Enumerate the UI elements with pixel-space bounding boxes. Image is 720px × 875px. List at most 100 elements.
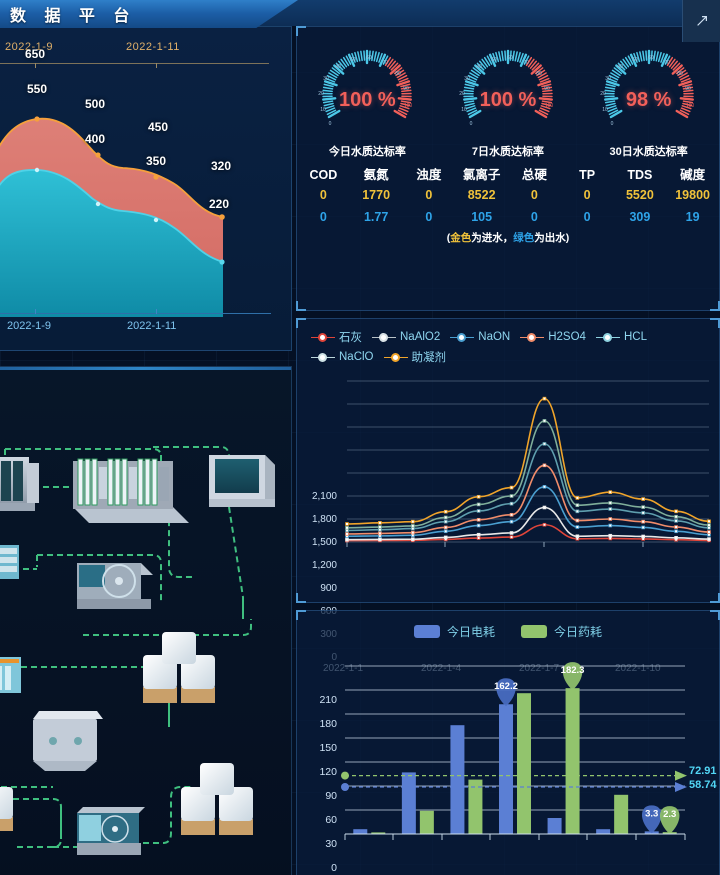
page-title: 数 据 平 台 bbox=[10, 8, 137, 25]
area-data-label: 450 bbox=[148, 120, 169, 134]
line-chart-svg bbox=[345, 380, 711, 547]
legend-label: NaON bbox=[478, 331, 511, 343]
cell: 0 bbox=[583, 210, 591, 225]
legend-item-chemical[interactable]: 今日药耗 bbox=[521, 623, 602, 640]
process-diagram-svg bbox=[0, 446, 275, 855]
svg-text:10: 10 bbox=[602, 107, 608, 113]
area-bottom-tick bbox=[35, 309, 36, 314]
svg-text:100: 100 bbox=[545, 103, 554, 109]
note-suffix: 为出水) bbox=[534, 232, 570, 245]
gauge-scale-labels: 0 10 20 30 40 50 60 70 80 90 100 bbox=[459, 55, 553, 127]
gauge-30day[interactable]: 0 10 20 30 40 50 60 70 80 90 100 98 % 30… bbox=[585, 37, 713, 159]
salt-pallet-group-top bbox=[143, 632, 215, 703]
bar-今日电耗-周六 bbox=[596, 829, 611, 834]
gauge-30day-value: 98 % bbox=[625, 89, 672, 111]
expand-arrow-icon[interactable] bbox=[682, 0, 720, 42]
legend-item-hcl[interactable]: HCL bbox=[595, 329, 647, 345]
area-chart-svg bbox=[0, 116, 225, 317]
chemical-legend: 石灰 NaAlO2 NaON H2SO4 HCL NaClO bbox=[297, 319, 719, 365]
svg-text:80: 80 bbox=[396, 71, 402, 77]
gauge-row: 0 10 20 30 40 50 60 70 80 90 100 100 % 今… bbox=[297, 27, 719, 159]
bar-今日药耗-周二 bbox=[419, 810, 434, 834]
equipment-cabinet-left bbox=[0, 457, 39, 511]
svg-text:60: 60 bbox=[507, 55, 513, 61]
line-chart-plot: 2,100 1,800 1,500 1,200 900 600 300 0 20… bbox=[297, 369, 719, 674]
bar-chart-legend: 今日电耗 今日药耗 bbox=[297, 611, 719, 640]
water-treatment-process-diagram[interactable] bbox=[0, 366, 292, 875]
svg-text:40: 40 bbox=[476, 64, 482, 70]
col-header-alkalinity: 碱度 bbox=[680, 168, 706, 182]
bar-label-balloon bbox=[659, 806, 680, 835]
area-line-inflow bbox=[0, 117, 224, 218]
y-tick-label: 30 bbox=[325, 838, 337, 850]
area-band-inflow bbox=[0, 118, 223, 262]
legend-label: 石灰 bbox=[339, 332, 362, 344]
svg-text:60: 60 bbox=[648, 55, 654, 61]
svg-text:70: 70 bbox=[383, 60, 389, 66]
chemical-dosing-line-chart-panel: 石灰 NaAlO2 NaON H2SO4 HCL NaClO bbox=[296, 318, 720, 674]
blower-fan-unit-bottom bbox=[77, 807, 145, 855]
legend-item-h2so4[interactable]: H2SO4 bbox=[520, 329, 586, 345]
filter-rack-left bbox=[0, 545, 19, 579]
gauge-7day[interactable]: 0 10 20 30 40 50 60 70 80 90 100 100 % 7… bbox=[444, 37, 572, 159]
y-tick-label: 1,500 bbox=[311, 537, 337, 548]
col-header-chloride: 氯离子 bbox=[462, 168, 501, 182]
svg-text:50: 50 bbox=[351, 57, 357, 63]
col-header-turbidity: 浊度 bbox=[416, 168, 442, 182]
cell: 0 bbox=[425, 210, 433, 225]
legend-marker bbox=[595, 332, 620, 343]
reference-label-chemical: 72.91 bbox=[689, 765, 717, 777]
legend-item-shihui[interactable]: 石灰 bbox=[311, 329, 362, 345]
bar-chart-plot: 162.2 182.3 3.3 2.3 bbox=[297, 644, 719, 874]
col-header-hardness: 总硬 bbox=[521, 168, 547, 182]
cell: 8522 bbox=[467, 188, 496, 203]
table-row-outflow: 0 1.77 0 105 0 0 309 19 bbox=[297, 206, 719, 228]
left-column: 2022-1-9 2022-1-11 2022-1-9 2022-1-11 65… bbox=[0, 26, 292, 875]
gauge-today-dial: 0 10 20 30 40 50 60 70 80 90 100 bbox=[319, 49, 413, 127]
legend-marker bbox=[311, 332, 335, 343]
svg-text:0: 0 bbox=[470, 121, 473, 127]
legend-marker bbox=[450, 332, 475, 343]
cell: 105 bbox=[471, 210, 493, 225]
area-data-label: 400 bbox=[85, 132, 106, 146]
bar-data-label: 2.3 bbox=[663, 809, 676, 820]
svg-text:100: 100 bbox=[404, 103, 413, 109]
area-top-tick bbox=[35, 63, 36, 68]
gauge-today-value: 100 % bbox=[338, 89, 396, 111]
y-tick-label: 0 bbox=[331, 862, 337, 874]
legend-item-naclo[interactable]: NaClO bbox=[311, 349, 374, 365]
legend-label: HCL bbox=[623, 331, 647, 343]
gauge-today[interactable]: 0 10 20 30 40 50 60 70 80 90 100 100 % 今… bbox=[303, 37, 431, 159]
area-top-tick bbox=[156, 63, 157, 68]
svg-text:20: 20 bbox=[459, 91, 465, 97]
area-data-label: 550 bbox=[27, 82, 48, 96]
legend-item-naon[interactable]: NaON bbox=[450, 329, 510, 345]
gauge-7day-dial: 0 10 20 30 40 50 60 70 80 90 100 bbox=[459, 49, 553, 127]
area-bottom-axis-label: 2022-1-11 bbox=[127, 320, 177, 332]
area-top-axis-label: 2022-1-11 bbox=[126, 41, 180, 53]
cell: 1.77 bbox=[363, 210, 389, 225]
cell: 0 bbox=[425, 188, 433, 203]
y-tick-label: 1,800 bbox=[311, 514, 337, 525]
legend-marker bbox=[372, 332, 396, 343]
col-header-cod: COD bbox=[309, 168, 338, 182]
area-top-axis bbox=[0, 63, 269, 64]
svg-text:70: 70 bbox=[523, 60, 529, 66]
area-bottom-tick bbox=[156, 309, 157, 314]
legend-item-zhuningji[interactable]: 助凝剂 bbox=[383, 349, 447, 365]
legend-item-naalo2[interactable]: NaAlO2 bbox=[372, 329, 440, 345]
legend-label: 助凝剂 bbox=[411, 352, 447, 364]
svg-text:100: 100 bbox=[685, 103, 694, 109]
app-title-bar: 数 据 平 台 bbox=[0, 0, 298, 28]
line-chart-xaxis-ticks bbox=[346, 542, 644, 547]
water-quality-table: COD 氨氮 浊度 氯离子 总硬 TP TDS 碱度 0 1770 0 8522… bbox=[297, 165, 719, 228]
legend-item-power[interactable]: 今日电耗 bbox=[413, 623, 495, 640]
cell: 0 bbox=[530, 210, 538, 225]
bar-今日药耗-周一 bbox=[371, 832, 386, 834]
y-tick-label: 60 bbox=[325, 814, 337, 826]
col-header-nh3n: 氨氮 bbox=[363, 168, 389, 182]
svg-text:30: 30 bbox=[464, 76, 470, 82]
col-header-tp: TP bbox=[579, 168, 596, 182]
y-tick-label: 90 bbox=[325, 790, 337, 802]
gauge-today-caption: 今日水质达标率 bbox=[328, 146, 406, 158]
